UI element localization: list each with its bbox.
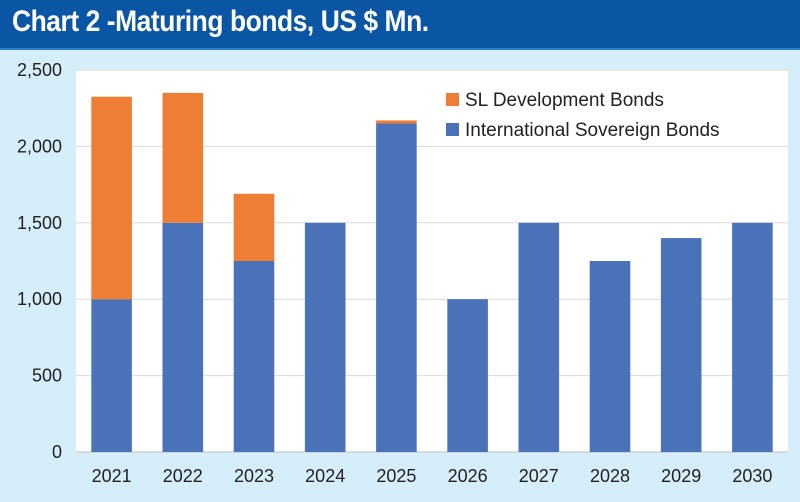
chart-header: Chart 2 -Maturing bonds, US $ Mn. (0, 0, 800, 50)
legend-swatch (446, 93, 459, 106)
chart-title: Chart 2 -Maturing bonds, US $ Mn. (12, 5, 429, 38)
x-tick-label: 2024 (305, 466, 345, 486)
bar-international-sovereign-bonds-2028 (589, 261, 631, 452)
bar-international-sovereign-bonds-2022 (162, 222, 204, 452)
x-tick-label: 2023 (234, 466, 274, 486)
x-tick-label: 2022 (163, 466, 203, 486)
y-tick-label: 500 (32, 366, 62, 386)
y-tick-label: 2,500 (17, 60, 62, 80)
x-tick-label: 2025 (376, 466, 416, 486)
bars (91, 92, 773, 452)
x-tick-label: 2027 (519, 466, 559, 486)
bar-sl-development-bonds-2021 (91, 96, 132, 300)
y-tick-label: 1,000 (17, 289, 62, 309)
y-axis-ticks: 0 500 1,000 1,500 2,000 2,500 (17, 60, 62, 462)
bar-international-sovereign-bonds-2027 (518, 222, 560, 452)
x-tick-label: 2028 (590, 466, 630, 486)
bar-international-sovereign-bonds-2023 (233, 261, 275, 452)
bar-international-sovereign-bonds-2030 (732, 222, 773, 452)
legend: SL Development Bonds International Sovere… (446, 90, 720, 141)
bar-international-sovereign-bonds-2024 (304, 222, 346, 452)
legend-swatch (446, 123, 459, 136)
legend-label: SL Development Bonds (465, 90, 664, 111)
x-tick-label: 2030 (732, 466, 772, 486)
x-tick-label: 2021 (92, 466, 132, 486)
y-tick-label: 2,000 (17, 136, 62, 156)
x-tick-label: 2026 (448, 466, 488, 486)
x-axis-ticks: 2021 2022 2023 2024 2025 2026 2027 2028 2029 2030 (92, 466, 773, 486)
y-tick-label: 0 (52, 442, 62, 462)
x-tick-label: 2029 (661, 466, 701, 486)
y-tick-label: 1,500 (17, 213, 62, 233)
bar-sl-development-bonds-2022 (162, 92, 204, 223)
legend-label: International Sovereign Bonds (465, 120, 720, 141)
bar-international-sovereign-bonds-2021 (91, 299, 132, 452)
bar-international-sovereign-bonds-2026 (447, 299, 488, 452)
bar-sl-development-bonds-2023 (233, 193, 275, 261)
bar-international-sovereign-bonds-2025 (376, 123, 417, 452)
bar-sl-development-bonds-2025 (376, 120, 417, 124)
bar-international-sovereign-bonds-2029 (660, 238, 702, 452)
